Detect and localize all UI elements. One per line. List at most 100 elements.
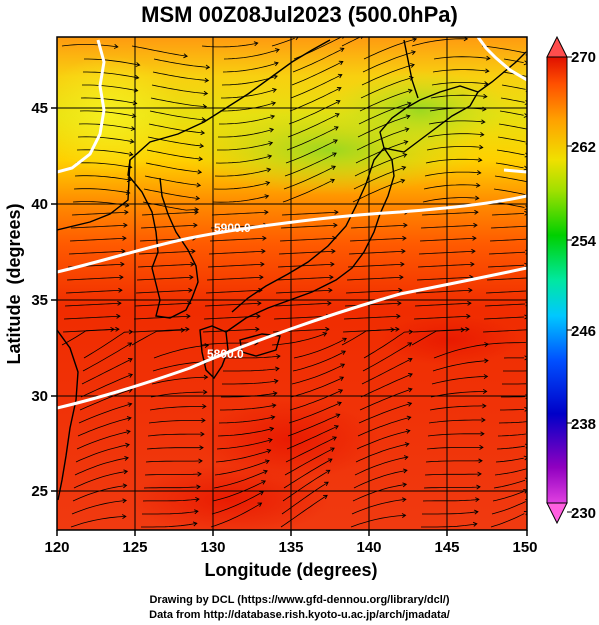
streamline	[420, 224, 477, 229]
streamline-arrowhead	[259, 491, 264, 496]
streamline-arrowhead	[122, 483, 128, 489]
streamline	[151, 84, 208, 94]
streamline	[222, 380, 278, 385]
streamline-arrowhead	[484, 81, 489, 87]
streamline	[289, 389, 343, 411]
streamline	[275, 289, 332, 294]
streamline	[76, 430, 131, 450]
plot-title: MSM 00Z08Jul2023 (500.0hPa)	[141, 2, 458, 27]
streamline-arrowhead	[194, 209, 199, 215]
streamline	[286, 126, 339, 151]
streamline	[224, 355, 280, 359]
streamline	[341, 329, 395, 346]
streamline	[362, 51, 416, 73]
streamline	[292, 48, 344, 73]
streamline	[285, 436, 337, 463]
coastlines	[57, 39, 527, 501]
streamline	[82, 342, 132, 372]
streamline-arrowhead	[129, 138, 135, 144]
streamline	[152, 361, 209, 372]
streamline	[356, 128, 409, 151]
streamline	[148, 123, 205, 134]
streamline	[428, 419, 485, 424]
streamline	[500, 97, 525, 103]
streamline-arrowhead	[338, 389, 344, 394]
streamline	[357, 115, 410, 138]
streamline-arrowhead	[121, 514, 127, 519]
streamline	[79, 110, 136, 117]
streamline	[498, 123, 527, 130]
streamline	[495, 162, 524, 169]
streamline	[152, 71, 209, 81]
streamline	[499, 110, 524, 116]
streamline	[64, 302, 121, 307]
streamline-arrowhead	[483, 93, 488, 99]
streamline-arrowhead	[295, 37, 299, 41]
streamline	[425, 158, 482, 164]
streamline-arrowhead	[410, 63, 415, 68]
streamline	[486, 277, 527, 281]
streamline	[68, 250, 125, 255]
streamline	[284, 447, 335, 476]
streamline-arrowhead	[275, 366, 280, 372]
streamline	[493, 479, 526, 489]
streamline-arrowhead	[271, 101, 277, 106]
streamline-arrowhead	[405, 114, 411, 120]
streamline	[151, 376, 208, 385]
x-axis-label: Longitude (degrees)	[204, 560, 377, 580]
streamline	[206, 276, 263, 281]
streamline-arrowhead	[203, 90, 209, 96]
streamline-arrowhead	[122, 235, 127, 241]
streamline-arrowhead	[127, 358, 133, 363]
streamline	[212, 480, 266, 502]
streamline	[70, 224, 127, 229]
streamline-arrowhead	[195, 195, 201, 201]
streamline-arrowhead	[327, 300, 332, 306]
streamline-arrowhead	[475, 182, 481, 188]
contour-label-5800: 5800.0	[207, 347, 244, 361]
streamline	[500, 409, 525, 411]
streamline-arrowhead	[186, 313, 191, 319]
streamline-arrowhead	[199, 143, 205, 149]
streamline-arrowhead	[197, 169, 203, 175]
streamline-arrowhead	[269, 426, 275, 432]
streamline	[83, 331, 133, 359]
streamline	[63, 315, 120, 320]
streamline-arrowhead	[268, 437, 273, 443]
streamline	[146, 447, 204, 450]
contour-label-5900: 5900.0	[214, 221, 251, 235]
streamline	[82, 84, 138, 92]
x-tick-label: 140	[356, 539, 381, 556]
streamline-arrowhead	[480, 431, 485, 437]
streamline	[481, 45, 526, 54]
streamline	[284, 152, 337, 177]
streamline-arrowhead	[183, 53, 188, 59]
streamline-arrowhead	[273, 378, 279, 384]
streamline-arrowhead	[335, 413, 341, 418]
streamline-arrowhead	[402, 497, 407, 503]
streamline-arrowhead	[124, 209, 129, 215]
colorbar-max-arrow	[546, 35, 568, 58]
streamline-arrowhead	[474, 195, 480, 201]
streamline	[490, 225, 527, 229]
colorbar-tick-label: 262	[571, 139, 596, 156]
streamline-arrowhead	[524, 314, 527, 320]
streamline-arrowhead	[330, 178, 335, 184]
streamline	[202, 328, 259, 333]
streamline	[351, 499, 406, 515]
streamline	[74, 457, 129, 476]
streamline-arrowhead	[200, 130, 206, 136]
streamline	[425, 460, 482, 463]
streamline	[78, 403, 132, 424]
streamline	[207, 263, 264, 268]
streamline-arrowhead	[188, 287, 193, 293]
streamline-arrowhead	[201, 418, 206, 423]
streamline-arrowhead	[412, 37, 418, 43]
contour-5800-line	[57, 266, 527, 410]
streamline-arrowhead	[193, 222, 198, 228]
streamline-arrowhead	[128, 329, 134, 335]
streamline-arrowhead	[484, 358, 489, 364]
streamline	[496, 445, 525, 450]
streamline-arrowhead	[127, 342, 133, 347]
china-coast	[57, 329, 79, 501]
